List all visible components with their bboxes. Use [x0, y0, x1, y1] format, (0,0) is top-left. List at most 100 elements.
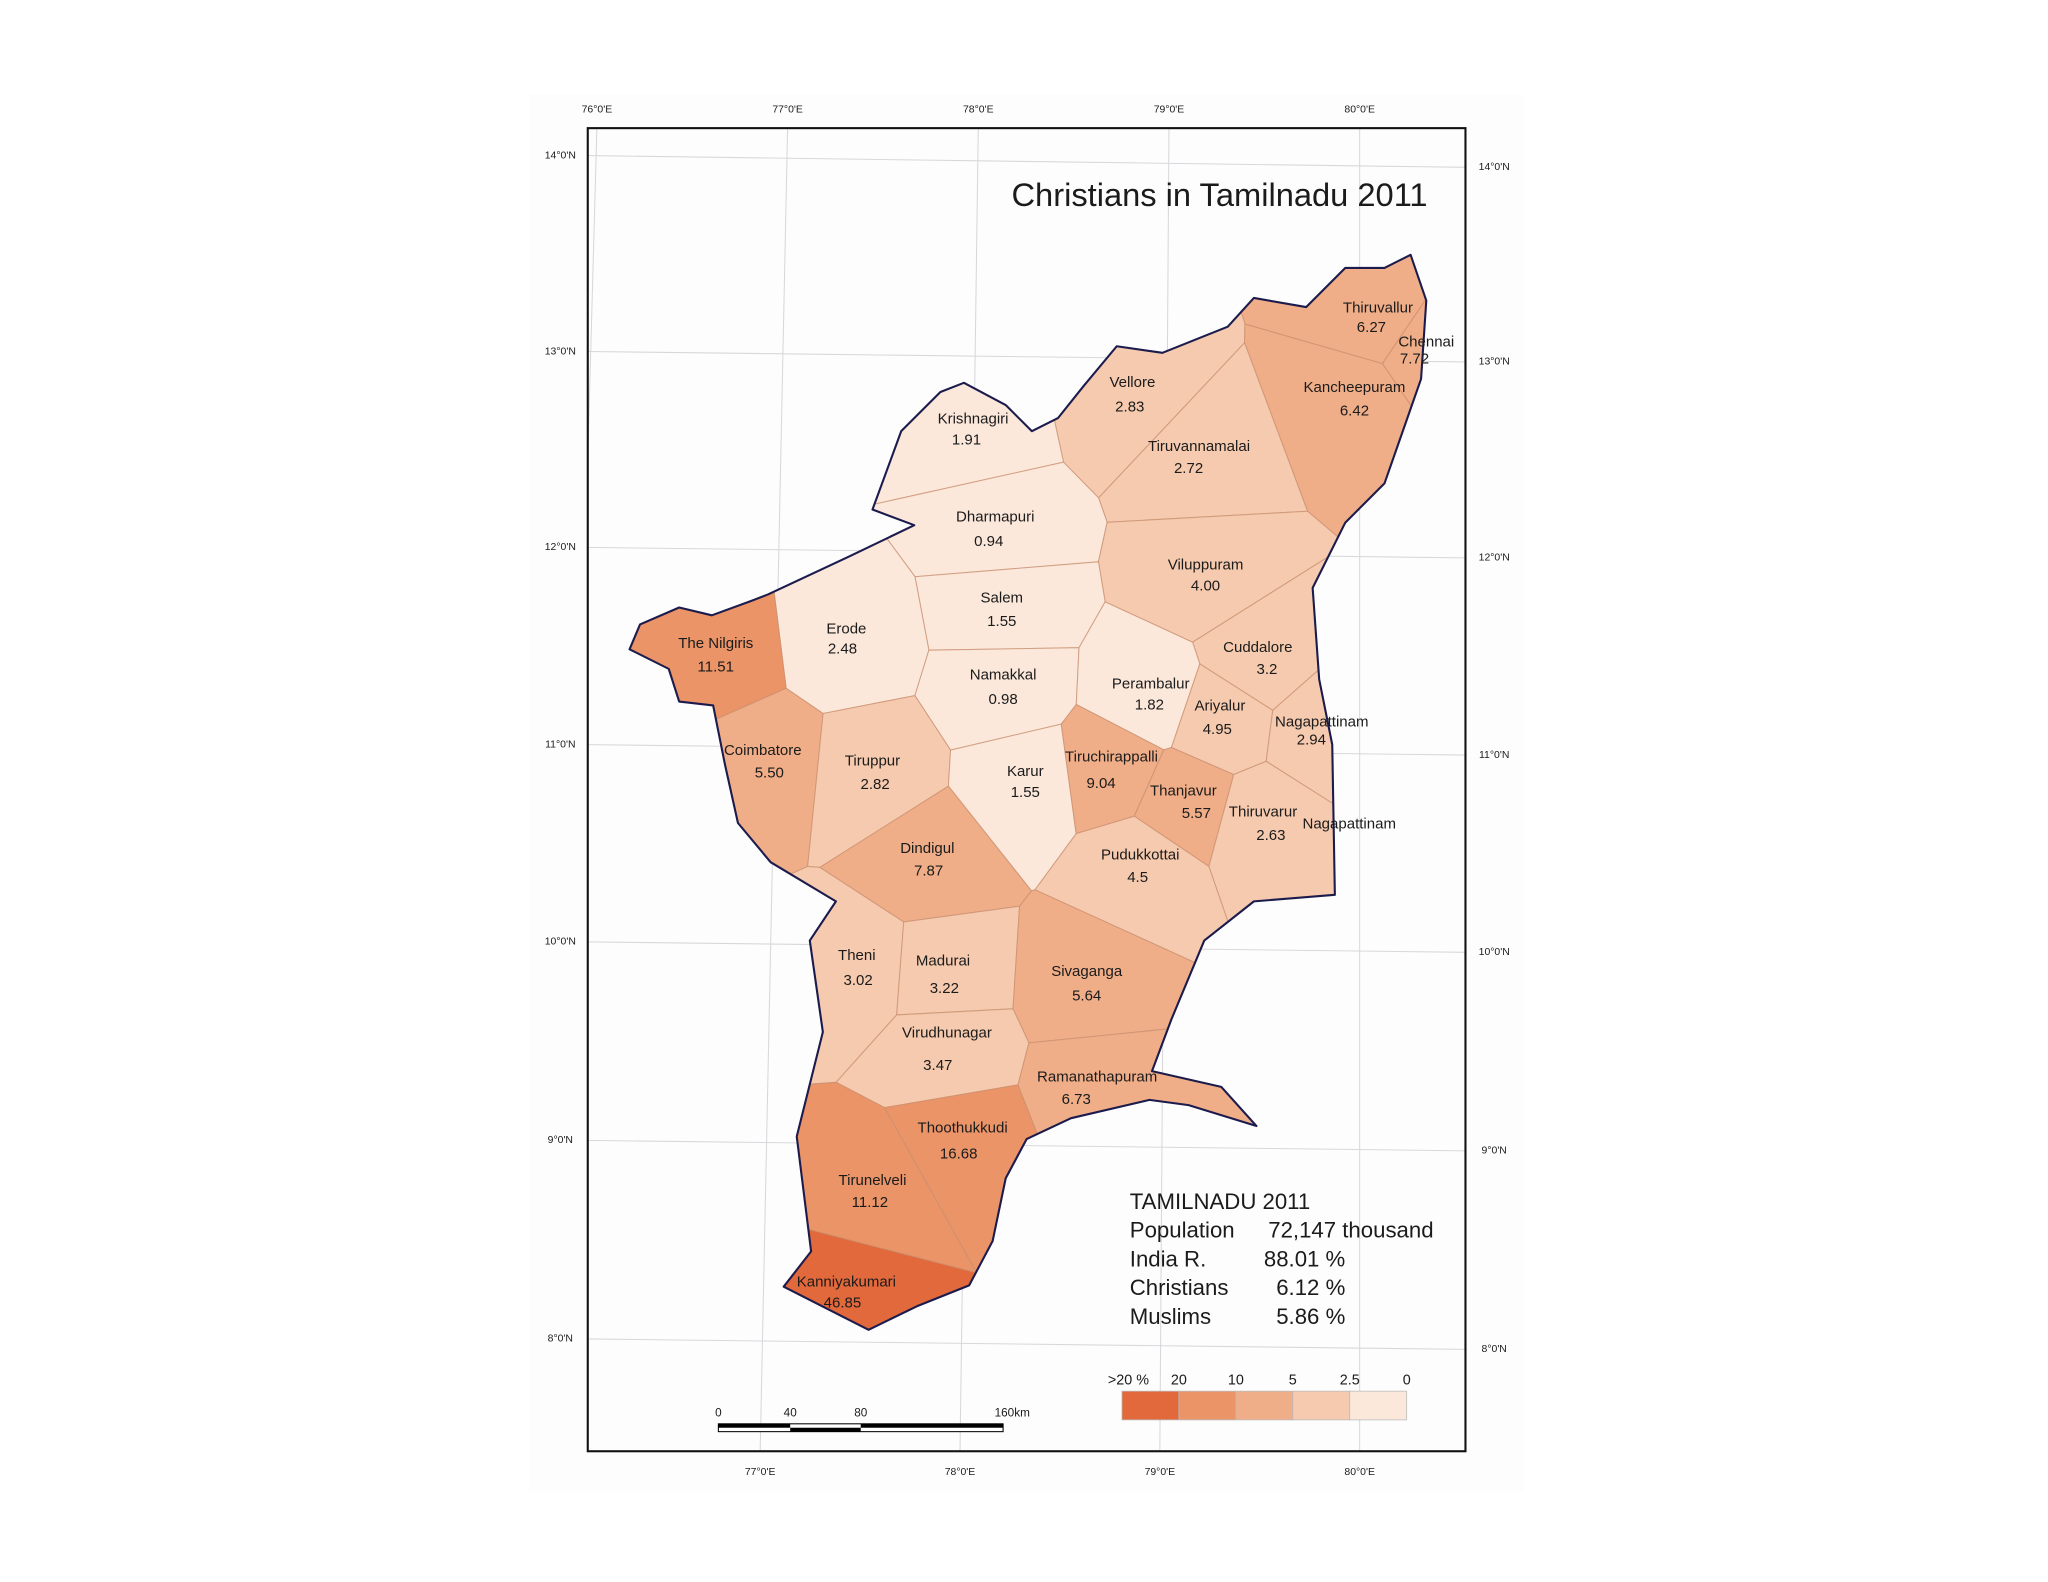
legend-swatch	[1178, 1390, 1237, 1421]
graticule-label: 78°0'E	[963, 105, 994, 116]
scale-bar-segment	[860, 1423, 1004, 1428]
legend-label: 0	[1403, 1373, 1411, 1389]
district-name: Tirunelveli	[839, 1172, 907, 1189]
graticule-label: 8°0'N	[1482, 1344, 1507, 1355]
scale-bar-label: 40	[784, 1406, 798, 1419]
summary-label: India R.	[1130, 1246, 1206, 1271]
scale-bar-label: 80	[854, 1406, 868, 1419]
scale-bar-segment	[790, 1427, 861, 1432]
district-name: Theni	[838, 947, 876, 964]
graticule-label: 13°0'N	[1479, 357, 1510, 368]
legend-label: 5	[1289, 1373, 1297, 1389]
scale-bar-segment	[718, 1423, 791, 1428]
district-name: Thiruvallur	[1343, 299, 1413, 316]
district-name: Madurai	[916, 952, 970, 969]
graticule-label: 11°0'N	[545, 739, 575, 750]
graticule-label: 80°0'E	[1344, 1467, 1375, 1478]
legend-label: 10	[1228, 1373, 1244, 1389]
graticule-label: 76°0'E	[582, 105, 613, 116]
district-value: 4.5	[1127, 869, 1148, 886]
summary-value: 88.01 %	[1264, 1246, 1345, 1271]
legend-label: 2.5	[1340, 1373, 1360, 1389]
district-value: 4.00	[1191, 578, 1220, 595]
district-name: Pudukkottai	[1101, 847, 1179, 864]
district-name: Dindigul	[900, 840, 954, 857]
parallel	[587, 155, 1466, 168]
graticule-label: 79°0'E	[1145, 1467, 1176, 1478]
graticule-label: 80°0'E	[1344, 105, 1375, 116]
summary-label: Muslims	[1130, 1304, 1211, 1329]
district-name: Nagapattinam	[1302, 815, 1396, 832]
district-value: 16.68	[940, 1146, 978, 1163]
district-name: Namakkal	[970, 666, 1037, 683]
map-title: Christians in Tamilnadu 2011	[1011, 176, 1427, 213]
district-name: Ariyalur	[1194, 698, 1245, 715]
district-value: 0.94	[974, 533, 1003, 550]
district-name: Thiruvarur	[1229, 804, 1297, 821]
graticule-label: 9°0'N	[1482, 1146, 1507, 1157]
graticule-label: 10°0'N	[1479, 947, 1510, 958]
summary-title: TAMILNADU 2011	[1130, 1189, 1310, 1214]
district-value: 2.94	[1297, 732, 1326, 749]
district-name: Coimbatore	[724, 742, 802, 759]
parallel	[587, 1139, 1466, 1152]
district-value: 9.04	[1086, 775, 1115, 792]
district-name: Tiruppur	[845, 753, 900, 770]
summary-value: 5.86 %	[1276, 1304, 1345, 1329]
district-value: 1.55	[1011, 784, 1040, 801]
district-name: Nagapattinam	[1275, 713, 1369, 730]
district-name: Thoothukkudi	[918, 1120, 1008, 1137]
legend-swatch	[1121, 1390, 1180, 1421]
district-value: 2.83	[1115, 399, 1144, 416]
meridian	[587, 128, 598, 478]
graticule-label: 77°0'E	[772, 105, 803, 116]
graticule-label: 11°0'N	[1479, 750, 1509, 761]
district-name: Viluppuram	[1168, 557, 1244, 574]
graticule-label: 10°0'N	[545, 937, 576, 948]
graticule-label: 78°0'E	[945, 1467, 976, 1478]
district-name: The Nilgiris	[678, 635, 753, 652]
parallel	[587, 1338, 1466, 1350]
graticule-label: 13°0'N	[545, 346, 576, 357]
district-name: Tiruvannamalai	[1148, 438, 1250, 455]
district-name: Salem	[981, 589, 1024, 606]
district-name: Cuddalore	[1223, 639, 1292, 656]
district-value: 2.82	[860, 776, 889, 793]
district-value: 1.91	[952, 431, 981, 448]
district-value: 6.42	[1340, 403, 1369, 420]
district-value: 2.72	[1174, 460, 1203, 477]
legend-swatch	[1292, 1390, 1351, 1421]
district-value: 3.47	[923, 1057, 952, 1074]
district-value: 7.87	[914, 862, 943, 879]
scale-bar-label: 0	[715, 1406, 722, 1419]
summary-label: Christians	[1130, 1275, 1229, 1300]
graticule-label: 14°0'N	[545, 150, 576, 161]
scale-bar-label: 160km	[995, 1406, 1030, 1419]
district-value: 1.82	[1135, 696, 1164, 713]
district-name: Kancheepuram	[1304, 379, 1406, 396]
district-value: 46.85	[824, 1295, 862, 1312]
graticule-label: 9°0'N	[548, 1135, 573, 1146]
legend-swatch	[1349, 1390, 1408, 1421]
district-value: 11.51	[698, 659, 734, 676]
map-frame	[586, 127, 1467, 1453]
district-value: 11.12	[852, 1194, 888, 1211]
graticule-label: 12°0'N	[1479, 553, 1510, 564]
district-name: Perambalur	[1112, 676, 1190, 693]
district-name: Dharmapuri	[956, 508, 1034, 525]
district-value: 4.95	[1203, 721, 1232, 738]
district-value: 7.72	[1400, 350, 1429, 367]
district-name: Karur	[1007, 763, 1044, 780]
legend-swatch	[1235, 1390, 1294, 1421]
district-value: 3.2	[1257, 661, 1278, 678]
state-outline	[628, 253, 1428, 1331]
legend-label: >20 %	[1108, 1373, 1149, 1389]
district-value: 0.98	[988, 691, 1017, 708]
district-value: 6.27	[1357, 319, 1386, 336]
graticule-label: 12°0'N	[545, 542, 576, 553]
graticule-label: 79°0'E	[1154, 105, 1185, 116]
district-value: 6.73	[1062, 1091, 1091, 1108]
